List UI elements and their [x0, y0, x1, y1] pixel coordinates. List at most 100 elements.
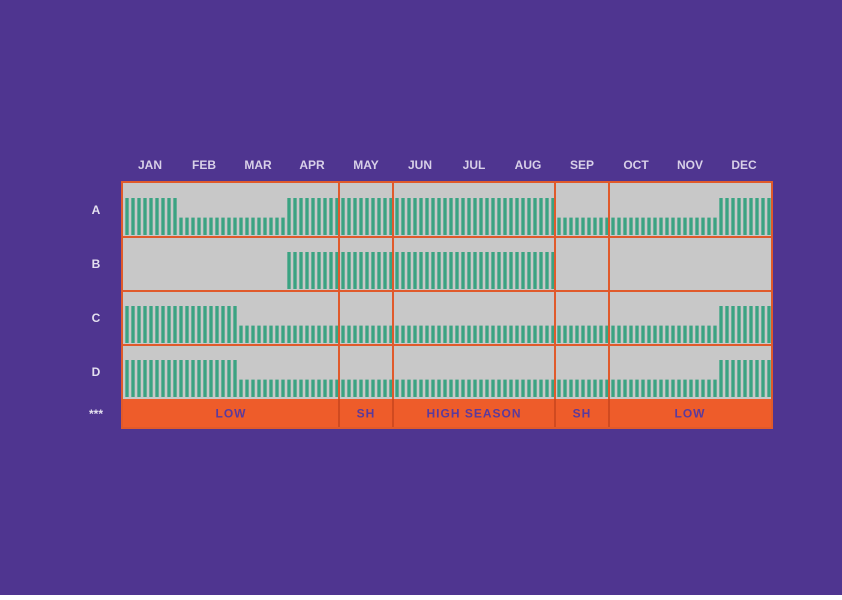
- bar-c-6: [161, 306, 165, 343]
- bar-a-19: [239, 217, 243, 235]
- bar-a-102: [737, 198, 741, 235]
- bar-b-63: [503, 252, 507, 289]
- month-label-apr: APR: [299, 158, 325, 172]
- bar-c-44: [389, 325, 393, 343]
- bar-d-60: [485, 379, 489, 397]
- bar-a-61: [491, 198, 495, 235]
- bar-b-37: [347, 252, 351, 289]
- bar-d-29: [299, 379, 303, 397]
- bar-a-104: [749, 198, 753, 235]
- bar-a-7: [167, 198, 171, 235]
- bar-b-66: [521, 252, 525, 289]
- bar-d-35: [335, 379, 339, 397]
- bar-c-99: [719, 306, 723, 343]
- bar-c-67: [527, 325, 531, 343]
- bar-d-28: [293, 379, 297, 397]
- bar-a-76: [581, 217, 585, 235]
- bar-a-82: [617, 217, 621, 235]
- bar-c-51: [431, 325, 435, 343]
- bar-c-14: [209, 306, 213, 343]
- bar-d-8: [173, 360, 177, 397]
- bar-c-82: [617, 325, 621, 343]
- bar-a-88: [653, 217, 657, 235]
- bar-a-10: [185, 217, 189, 235]
- season-band-divider-1: [392, 399, 394, 427]
- bar-d-30: [305, 379, 309, 397]
- bar-c-42: [377, 325, 381, 343]
- bar-a-26: [281, 217, 285, 235]
- bar-c-55: [455, 325, 459, 343]
- month-label-jun: JUN: [408, 158, 432, 172]
- bar-c-10: [185, 306, 189, 343]
- bar-d-104: [749, 360, 753, 397]
- bar-d-12: [197, 360, 201, 397]
- bar-a-71: [551, 198, 555, 235]
- bar-c-104: [749, 306, 753, 343]
- row-divider-1: [123, 236, 771, 238]
- bar-a-67: [527, 198, 531, 235]
- bar-b-32: [317, 252, 321, 289]
- bar-a-107: [767, 198, 771, 235]
- season-label-2: HIGH SEASON: [426, 407, 521, 421]
- bar-c-20: [245, 325, 249, 343]
- bar-d-62: [497, 379, 501, 397]
- bar-a-72: [557, 217, 561, 235]
- bar-b-64: [509, 252, 513, 289]
- bar-a-80: [605, 217, 609, 235]
- month-label-aug: AUG: [515, 158, 542, 172]
- bar-d-63: [503, 379, 507, 397]
- bar-d-95: [695, 379, 699, 397]
- bar-c-35: [335, 325, 339, 343]
- bar-c-62: [497, 325, 501, 343]
- bar-d-57: [467, 379, 471, 397]
- bar-d-66: [521, 379, 525, 397]
- bar-c-64: [509, 325, 513, 343]
- bar-d-56: [461, 379, 465, 397]
- bar-a-15: [215, 217, 219, 235]
- bar-a-36: [341, 198, 345, 235]
- bar-a-8: [173, 198, 177, 235]
- bar-d-16: [221, 360, 225, 397]
- bar-b-52: [437, 252, 441, 289]
- bar-c-89: [659, 325, 663, 343]
- bar-d-106: [761, 360, 765, 397]
- bar-c-68: [533, 325, 537, 343]
- bar-c-65: [515, 325, 519, 343]
- bar-d-32: [317, 379, 321, 397]
- bar-c-30: [305, 325, 309, 343]
- bar-c-56: [461, 325, 465, 343]
- bar-c-16: [221, 306, 225, 343]
- bar-c-3: [143, 306, 147, 343]
- bar-c-28: [293, 325, 297, 343]
- season-band-divider-2: [554, 399, 556, 427]
- bar-b-55: [455, 252, 459, 289]
- month-label-may: MAY: [353, 158, 379, 172]
- bar-d-23: [263, 379, 267, 397]
- bar-a-48: [413, 198, 417, 235]
- bar-a-92: [677, 217, 681, 235]
- bar-d-2: [137, 360, 141, 397]
- bar-b-47: [407, 252, 411, 289]
- bar-a-6: [161, 198, 165, 235]
- bar-a-106: [761, 198, 765, 235]
- month-label-mar: MAR: [244, 158, 272, 172]
- bar-a-13: [203, 217, 207, 235]
- bar-c-24: [269, 325, 273, 343]
- bar-c-9: [179, 306, 183, 343]
- bar-c-58: [473, 325, 477, 343]
- bar-d-37: [347, 379, 351, 397]
- bar-d-36: [341, 379, 345, 397]
- bar-c-86: [641, 325, 645, 343]
- bar-c-106: [761, 306, 765, 343]
- bar-d-92: [677, 379, 681, 397]
- bar-d-78: [593, 379, 597, 397]
- season-band-divider-0: [338, 399, 340, 427]
- bar-a-99: [719, 198, 723, 235]
- bar-d-71: [551, 379, 555, 397]
- bar-c-54: [449, 325, 453, 343]
- bar-c-48: [413, 325, 417, 343]
- bar-c-11: [191, 306, 195, 343]
- bar-a-64: [509, 198, 513, 235]
- bar-d-107: [767, 360, 771, 397]
